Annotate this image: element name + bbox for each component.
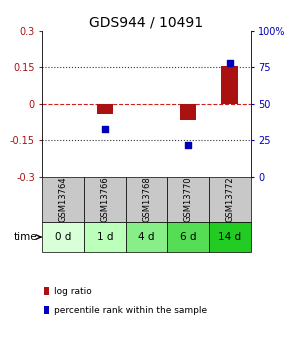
- Title: GDS944 / 10491: GDS944 / 10491: [89, 16, 204, 30]
- Text: 4 d: 4 d: [138, 232, 155, 242]
- Text: 14 d: 14 d: [218, 232, 241, 242]
- Text: percentile rank within the sample: percentile rank within the sample: [54, 306, 207, 315]
- Point: [186, 142, 190, 147]
- Text: GSM13764: GSM13764: [59, 177, 68, 222]
- Bar: [167, 222, 209, 252]
- Point: [103, 126, 107, 131]
- Text: GSM13766: GSM13766: [100, 177, 109, 223]
- Bar: [97, 104, 113, 114]
- Bar: [209, 177, 251, 222]
- Bar: [126, 177, 167, 222]
- Bar: [44, 306, 49, 314]
- Bar: [42, 222, 84, 252]
- Text: time: time: [14, 232, 38, 242]
- Bar: [44, 287, 49, 295]
- Bar: [180, 104, 196, 120]
- Bar: [222, 66, 238, 104]
- Text: log ratio: log ratio: [54, 287, 91, 296]
- Text: GSM13772: GSM13772: [225, 177, 234, 222]
- Bar: [42, 177, 84, 222]
- Text: 6 d: 6 d: [180, 232, 196, 242]
- Text: GSM13770: GSM13770: [184, 177, 193, 222]
- Text: 0 d: 0 d: [55, 232, 71, 242]
- Bar: [167, 177, 209, 222]
- Bar: [209, 222, 251, 252]
- Bar: [84, 222, 126, 252]
- Text: GSM13768: GSM13768: [142, 177, 151, 223]
- Bar: [84, 177, 126, 222]
- Bar: [126, 222, 167, 252]
- Text: 1 d: 1 d: [97, 232, 113, 242]
- Point: [227, 60, 232, 66]
